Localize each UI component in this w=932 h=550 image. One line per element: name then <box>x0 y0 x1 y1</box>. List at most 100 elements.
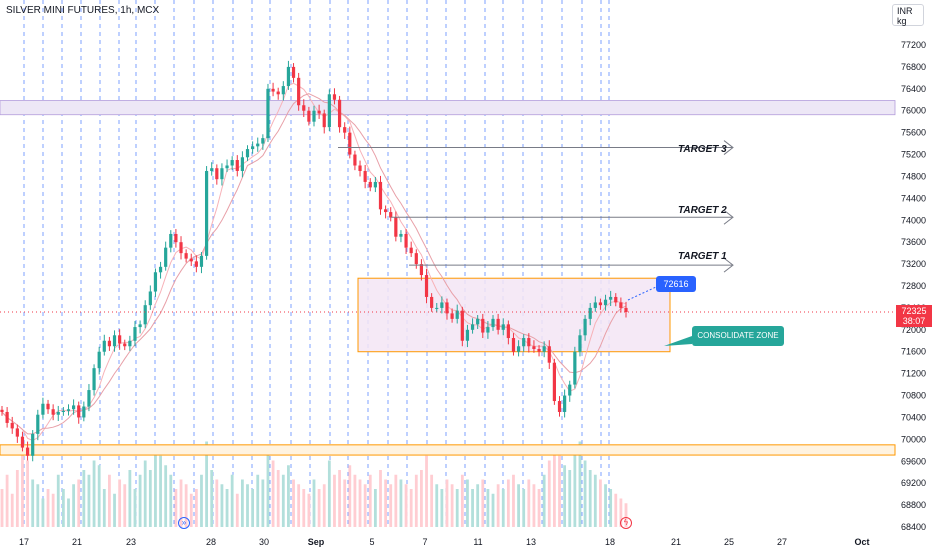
chart-title: SILVER MINI FUTURES, 1h, MCX <box>6 5 160 16</box>
volume-bar <box>220 484 224 527</box>
time-tick-label: 7 <box>422 537 427 547</box>
time-tick-label: 13 <box>526 537 536 547</box>
volume-bar <box>26 460 29 527</box>
volume-bar <box>614 493 618 527</box>
volume-bar <box>466 479 469 527</box>
volume-bar <box>97 465 101 527</box>
target-1-label[interactable]: TARGET 1 <box>678 251 727 262</box>
volume-bar <box>599 479 602 527</box>
candle-body <box>174 233 178 243</box>
volume-bar <box>547 460 551 527</box>
candle-body <box>542 346 546 352</box>
volume-bar <box>82 470 86 527</box>
price-tick-label: 75600 <box>901 128 926 138</box>
last-price-value: 72325 <box>901 306 927 316</box>
candle-body <box>179 242 183 254</box>
currency-unit-button[interactable]: INR kg <box>892 4 924 26</box>
candle-body <box>256 143 260 147</box>
volume-bar <box>297 484 301 527</box>
candle-body <box>153 272 158 292</box>
candle-body <box>476 318 480 325</box>
volume-bar <box>455 489 459 527</box>
price-tick-label: 72800 <box>901 281 926 291</box>
price-callout[interactable]: 72616 <box>656 276 696 292</box>
volume-bar <box>174 489 178 527</box>
candle-body <box>66 409 71 411</box>
candle-body <box>210 168 214 171</box>
replay-arrows-icon[interactable]: » <box>178 517 190 529</box>
candle-body <box>230 160 234 166</box>
candle-body <box>470 324 475 330</box>
volume-bar <box>72 484 76 527</box>
candle-body <box>102 340 106 352</box>
volume-bar <box>31 479 35 527</box>
target-arrows[interactable] <box>338 140 734 273</box>
volume-bar <box>471 489 474 527</box>
volume-bar <box>394 474 398 527</box>
volume-bar <box>450 484 454 527</box>
volume-bar <box>0 489 4 527</box>
last-price-tag: 72325 38:07 <box>896 305 932 327</box>
volume-bar <box>476 484 480 527</box>
candle-body <box>491 318 495 328</box>
candle-body <box>194 261 198 267</box>
price-tick-label: 76800 <box>901 62 926 72</box>
volume-bar <box>542 474 546 527</box>
volume-bar <box>563 465 567 527</box>
volume-bar <box>118 479 122 527</box>
volume-bar <box>179 479 183 527</box>
candle-body <box>107 340 112 347</box>
price-axis[interactable]: 68400 68800 69200 69600 70000 70400 70800 71200… <box>901 40 926 532</box>
volume-bar <box>414 474 418 527</box>
candle-body <box>368 181 372 188</box>
target-3-label[interactable]: TARGET 3 <box>678 144 727 155</box>
volume-bar <box>164 465 168 527</box>
candle-body <box>435 307 439 309</box>
candle-body <box>614 296 618 303</box>
volume-bar <box>261 479 265 527</box>
slow-moving-average-line <box>1 93 627 435</box>
volume-bar <box>271 460 275 527</box>
consolidate-zone-label[interactable]: CONSOLIDATE ZONE <box>692 326 784 346</box>
volume-bar <box>435 484 439 527</box>
candle-body <box>56 411 60 415</box>
candle-body <box>389 212 393 218</box>
candle-body <box>72 405 76 410</box>
candle-body <box>588 307 592 319</box>
volume-bar <box>281 474 285 527</box>
volume-bar <box>322 484 326 527</box>
price-tick-label: 73600 <box>901 237 926 247</box>
candle-body <box>557 401 562 412</box>
candle-body <box>363 170 367 182</box>
candle-body <box>322 113 326 128</box>
volume-bar <box>593 474 597 527</box>
volume-bar <box>558 455 561 527</box>
candle-body <box>41 403 45 415</box>
target-2-label[interactable]: TARGET 2 <box>678 205 727 216</box>
candle-body <box>112 335 117 347</box>
volume-bar <box>358 479 362 527</box>
volume-bar <box>517 484 520 527</box>
time-tick-label: 18 <box>605 537 615 547</box>
fast-moving-average-line <box>1 82 627 442</box>
lightning-icon[interactable]: ϟ <box>620 517 632 529</box>
price-tick-label: 69200 <box>901 478 926 488</box>
bar-countdown: 38:07 <box>902 316 926 326</box>
volume-bar <box>123 484 127 527</box>
candle-body <box>506 324 510 339</box>
candle-body <box>358 165 362 171</box>
candle-body <box>302 105 306 111</box>
candle-body <box>143 305 147 325</box>
volume-bar <box>36 484 40 527</box>
candle-body <box>235 160 239 171</box>
volume-bar <box>108 474 111 527</box>
volume-bar <box>368 474 372 527</box>
price-tick-label: 77200 <box>901 40 926 50</box>
candle-body <box>286 66 291 87</box>
candle-body <box>169 233 173 248</box>
volume-bar <box>205 441 208 527</box>
volume-bar <box>194 489 198 527</box>
time-axis[interactable]: 17 21 23 28 30 Sep 5 7 11 13 18 21 25 27 Oct <box>19 537 870 547</box>
resistance-band <box>0 100 896 116</box>
